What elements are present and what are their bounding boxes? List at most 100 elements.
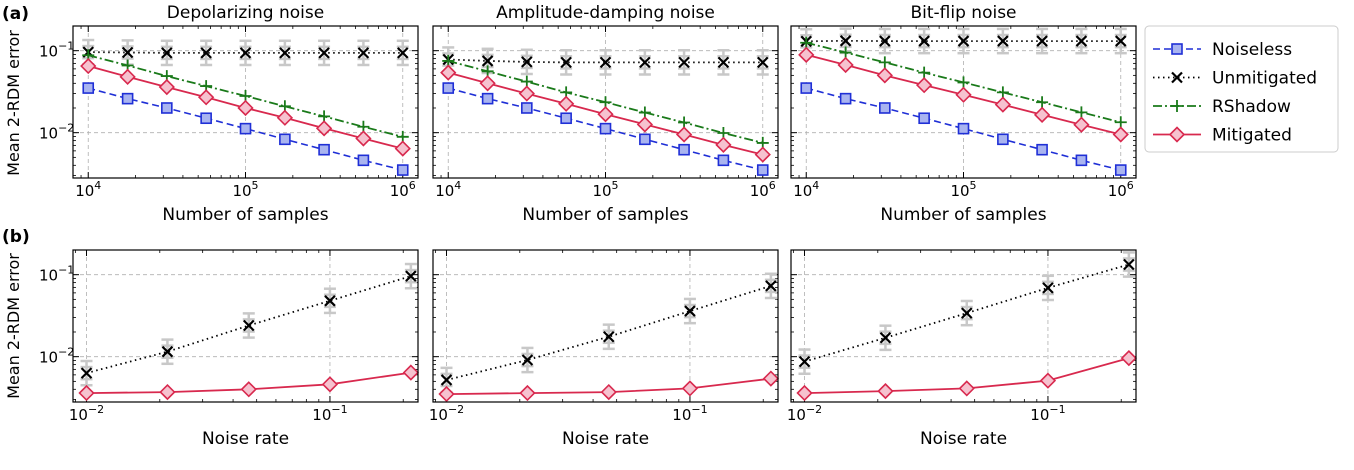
mitigated-point — [600, 383, 617, 401]
series-noiseless — [82, 82, 409, 176]
panel-label-b: (b) — [2, 227, 30, 247]
noiseless-point — [239, 122, 252, 135]
mitigated-point — [1112, 126, 1129, 143]
unmitigated-point — [242, 319, 255, 332]
mitigated-point — [80, 57, 97, 75]
noiseless-point — [599, 122, 612, 135]
mitigated-point — [237, 99, 254, 117]
mitigated-point — [1033, 106, 1051, 123]
axes-frame — [432, 25, 779, 179]
rshadow-point — [918, 66, 931, 79]
noiseless-point — [481, 92, 494, 105]
x-tick-label: 10−2 — [69, 403, 104, 424]
mitigated-point — [877, 382, 894, 400]
y-axis-label-top: Mean 2-RDM error — [4, 30, 23, 176]
noiseless-point — [997, 133, 1009, 146]
unmitigated-point — [481, 55, 494, 67]
unmitigated-point — [200, 47, 212, 59]
mitigated-point — [876, 67, 893, 84]
legend-label: Unmitigated — [1212, 69, 1317, 89]
rshadow-point — [996, 86, 1009, 99]
unmitigated-point — [405, 270, 417, 282]
series-unmitigated — [800, 27, 1127, 55]
unmitigated-point — [440, 374, 453, 386]
subplot-2: 104 105 106 Amplitude-damping noise Number o… — [432, 3, 779, 225]
subplot-title: Depolarizing noise — [167, 3, 324, 23]
mitigated-point — [198, 89, 215, 106]
unmitigated-point — [318, 47, 330, 59]
unmitigated-point — [879, 35, 891, 47]
axes-frame — [790, 249, 1137, 403]
noiseless-point — [879, 102, 891, 114]
legend-unmitigated-point — [1171, 71, 1183, 84]
unmitigated-point — [521, 56, 533, 68]
noiseless-point — [279, 133, 291, 146]
unmitigated-point — [639, 56, 651, 69]
series-unmitigated — [442, 46, 769, 76]
noiseless-point — [560, 112, 572, 125]
unmitigated-point — [357, 47, 370, 59]
mitigated-point — [440, 64, 457, 81]
x-tick-label: 106 — [750, 179, 776, 200]
noiseless-point — [756, 164, 769, 176]
noiseless-point — [521, 102, 533, 114]
rshadow-point — [839, 46, 852, 59]
mitigated-point — [754, 146, 771, 163]
x-axis-label: Noise rate — [202, 429, 289, 449]
x-tick-label: 106 — [390, 179, 416, 200]
mitigated-point — [321, 376, 339, 393]
legend-entry-mitigated: Mitigated — [1153, 126, 1292, 146]
legend-entry-noiseless: Noiseless — [1153, 40, 1292, 60]
mitigated-point — [1120, 349, 1138, 367]
mitigated-point — [479, 75, 496, 92]
x-tick-label: 104 — [75, 179, 101, 200]
unmitigated-point — [717, 56, 730, 69]
unmitigated-point — [1114, 35, 1127, 47]
series-unmitigated — [82, 38, 409, 67]
series-mitigated — [438, 370, 780, 403]
y-tick-label: 10−1 — [39, 40, 74, 61]
unmitigated-point — [1123, 258, 1135, 271]
rshadow-point — [957, 76, 970, 89]
legend-label: Mitigated — [1212, 126, 1292, 146]
unmitigated-point — [1075, 35, 1088, 47]
noiseless-point — [1036, 143, 1048, 156]
mitigated-point — [240, 381, 257, 398]
subplot-3: 104 105 106 Bit-flip noise Number of samples — [790, 3, 1137, 225]
series-noiseless — [442, 82, 769, 176]
subplot-1: 104 105 106 10−2 10−1 Depolarizing noise Numbe… — [39, 3, 419, 225]
mitigated-point — [402, 364, 420, 381]
mitigated-point — [916, 77, 933, 94]
mitigated-point — [438, 385, 455, 403]
unmitigated-point — [839, 35, 852, 47]
legend-label: RShadow — [1212, 97, 1291, 117]
unmitigated-point — [121, 46, 134, 59]
mitigated-point — [636, 116, 654, 133]
mitigated-point — [159, 383, 176, 401]
x-axis-label: Number of samples — [522, 205, 688, 225]
y-tick-label: 10−2 — [39, 122, 74, 143]
mitigated-point — [558, 95, 575, 112]
unmitigated-point — [239, 47, 252, 59]
noiseless-point — [957, 122, 970, 135]
noiseless-point — [1075, 154, 1088, 167]
rshadow-point — [1075, 106, 1088, 119]
x-tick-label: 105 — [950, 179, 976, 200]
mitigated-point — [955, 86, 972, 103]
subplot-4: 10−2 10−1 10−2 10−1 Noise rate — [39, 249, 420, 449]
series-line-unmitigated — [86, 275, 412, 374]
x-axis-label: Number of samples — [162, 205, 328, 225]
series-line-noiseless — [447, 87, 763, 171]
series-unmitigated — [798, 251, 1135, 375]
series-noiseless — [800, 82, 1127, 176]
series-line-unmitigated — [804, 263, 1130, 363]
noiseless-point — [639, 133, 651, 146]
subplot-6: 10−2 10−1 Noise rate — [787, 249, 1138, 449]
mitigated-point — [798, 46, 815, 63]
x-tick-label: 10−1 — [312, 403, 347, 424]
y-tick-label: 10−2 — [39, 346, 74, 367]
series-line-noiseless — [87, 87, 403, 171]
unmitigated-point — [80, 367, 93, 379]
x-tick-label: 10−1 — [672, 403, 707, 424]
